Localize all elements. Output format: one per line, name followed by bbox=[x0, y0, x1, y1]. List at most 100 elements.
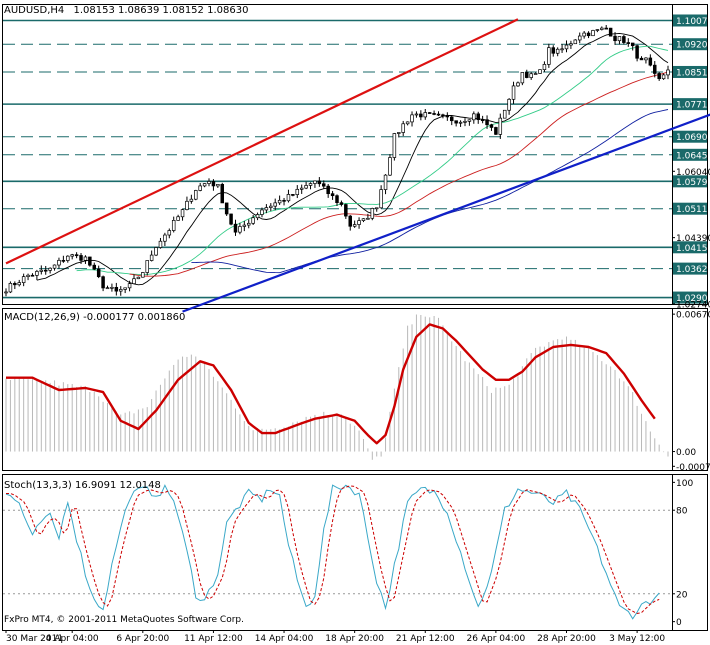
candle-body bbox=[339, 202, 344, 205]
candle-body bbox=[304, 185, 308, 189]
ma-c-line bbox=[129, 71, 669, 277]
price-label-bg bbox=[673, 98, 707, 111]
candle-body bbox=[529, 73, 533, 78]
candle-body bbox=[35, 271, 39, 276]
candle-body bbox=[441, 114, 445, 117]
price-label-bg bbox=[673, 291, 707, 304]
candle-body bbox=[273, 202, 277, 207]
candle-body bbox=[79, 255, 83, 261]
candle-body bbox=[507, 98, 511, 111]
candle-body bbox=[520, 72, 525, 84]
stoch-tick-label: 0 bbox=[676, 618, 682, 628]
candle-body bbox=[352, 224, 357, 227]
symbol-timeframe: AUDUSD,H4 bbox=[4, 5, 64, 16]
candle-body bbox=[348, 215, 352, 227]
candle-body bbox=[374, 207, 379, 210]
candle-body bbox=[13, 283, 17, 286]
candle-body bbox=[595, 29, 600, 31]
trendline-upper bbox=[5, 18, 519, 265]
candle-body bbox=[66, 255, 70, 261]
candle-body bbox=[516, 82, 520, 87]
stoch-pane[interactable]: 100 80 20 0 Stoch(13,3,3) 16.9091 12.0148 F… bbox=[3, 479, 693, 628]
candle-body bbox=[185, 200, 189, 210]
candle-body bbox=[92, 264, 97, 270]
candle-body bbox=[163, 234, 167, 242]
candle-body bbox=[39, 269, 44, 272]
stoch-tick-label: 80 bbox=[676, 507, 688, 517]
candle-body bbox=[445, 114, 450, 118]
candle-body bbox=[224, 202, 229, 215]
stoch-tick-label: 100 bbox=[676, 479, 693, 489]
candle-body bbox=[216, 183, 220, 187]
candle-body bbox=[176, 216, 180, 221]
macd-label: MACD(12,26,9) -0.000177 0.001860 bbox=[4, 312, 185, 323]
price-label-bg bbox=[673, 14, 707, 27]
candle-body bbox=[132, 278, 136, 285]
candle-body bbox=[295, 188, 300, 195]
candle-body bbox=[410, 114, 414, 123]
price-label: 1.06450 bbox=[676, 151, 710, 161]
candle-body bbox=[502, 109, 507, 119]
candle-body bbox=[145, 260, 149, 273]
candle-body bbox=[313, 180, 317, 184]
stoch-signal-line bbox=[6, 485, 660, 615]
candle-body bbox=[344, 204, 348, 217]
macd-tick-label: 0.00 bbox=[676, 448, 696, 458]
candle-body bbox=[229, 213, 233, 225]
candle-body bbox=[657, 73, 661, 80]
candle-body bbox=[489, 124, 494, 128]
candle-body bbox=[158, 240, 163, 248]
candle-body bbox=[648, 57, 653, 66]
price-tick-label: 1.02740 bbox=[676, 301, 710, 311]
candle-body bbox=[511, 85, 516, 100]
candle-body bbox=[43, 269, 48, 272]
candle-body bbox=[136, 276, 141, 280]
stoch-scale: 100 80 20 0 bbox=[672, 479, 693, 628]
price-tick-label: 1.06040 bbox=[676, 168, 710, 178]
candle-body bbox=[101, 276, 105, 289]
price-scale: 1.10079 1.09200 1.08510 1.07710 1.06900 1.064… bbox=[672, 14, 710, 311]
candle-body bbox=[357, 220, 361, 225]
candle-body bbox=[432, 113, 436, 115]
candle-body bbox=[322, 183, 326, 187]
candle-body bbox=[604, 27, 608, 30]
candle-body bbox=[233, 223, 238, 233]
candle-body bbox=[255, 214, 260, 219]
stoch-label: Stoch(13,3,3) 16.9091 12.0148 bbox=[4, 480, 161, 491]
candles bbox=[4, 25, 670, 297]
candle-body bbox=[335, 195, 339, 204]
candle-body bbox=[591, 30, 595, 37]
macd-tick-label: 0.00670 bbox=[676, 311, 710, 321]
candle-body bbox=[644, 57, 648, 61]
time-tick-label: 4 Apr 04:00 bbox=[46, 634, 99, 644]
price-label: 1.05112 bbox=[676, 205, 710, 215]
stoch-tick-label: 20 bbox=[676, 590, 688, 600]
ma-b-line bbox=[76, 45, 669, 276]
candle-body bbox=[105, 287, 110, 290]
candle-body bbox=[463, 120, 467, 123]
ohlc-values: 1.08153 1.08639 1.08152 1.08630 bbox=[73, 5, 248, 16]
time-tick-label: 3 May 12:00 bbox=[609, 634, 665, 644]
candle-body bbox=[401, 123, 405, 133]
price-label-bg bbox=[673, 148, 707, 161]
candle-body bbox=[383, 174, 388, 190]
candle-body bbox=[8, 283, 13, 293]
candle-body bbox=[299, 187, 304, 190]
macd-pane[interactable]: 0.00670 0.00 -0.00072 MACD(12,26,9) -0.000… bbox=[4, 311, 710, 473]
candle-body bbox=[308, 183, 313, 186]
macd-signal bbox=[6, 323, 656, 445]
candle-body bbox=[277, 199, 282, 204]
candle-body bbox=[582, 32, 586, 37]
candle-body bbox=[74, 254, 79, 257]
candle-body bbox=[118, 289, 123, 292]
candle-body bbox=[61, 259, 66, 262]
price-label: 1.10079 bbox=[676, 17, 710, 27]
trendline-lower bbox=[182, 113, 710, 313]
price-pane[interactable]: 1.10079 1.09200 1.08510 1.07710 1.06900 1.064… bbox=[3, 5, 710, 313]
price-label: 1.02900 bbox=[676, 294, 710, 304]
candle-body bbox=[617, 36, 622, 42]
candle-body bbox=[330, 193, 335, 197]
candle-body bbox=[613, 35, 617, 42]
candle-body bbox=[485, 119, 489, 126]
